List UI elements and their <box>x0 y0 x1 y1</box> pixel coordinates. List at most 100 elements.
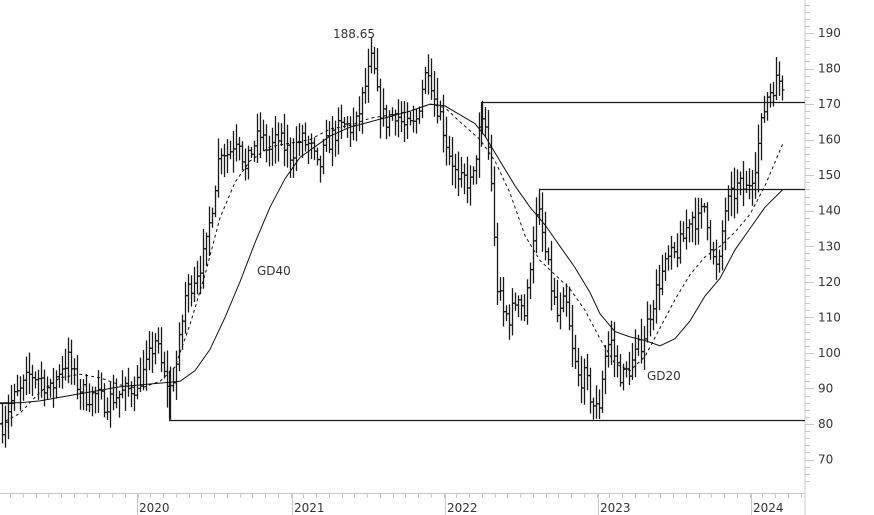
ohlc-bar <box>249 146 254 158</box>
ohlc-bar <box>747 168 752 200</box>
ohlc-bar <box>243 148 248 181</box>
ohlc-bar <box>615 345 620 378</box>
y-tick-label: 180 <box>818 62 841 76</box>
support-resistance-lines <box>0 101 805 422</box>
ohlc-bar <box>276 122 281 162</box>
ohlc-bar <box>366 48 371 103</box>
ohlc-bar <box>132 376 137 412</box>
ohlc-bar <box>195 260 200 295</box>
ohlc-bar <box>471 166 476 185</box>
ohlc-bar <box>273 116 278 164</box>
x-tick-label: 2024 <box>753 501 784 515</box>
ohlc-bar <box>642 326 647 370</box>
ohlc-bar <box>453 153 458 189</box>
ohlc-bar <box>774 57 779 101</box>
ohlc-bar <box>27 352 32 395</box>
ohlc-bar <box>627 351 632 386</box>
ohlc-bar <box>396 99 401 138</box>
ohlc-bar <box>285 124 290 168</box>
ohlc-bar <box>684 209 689 250</box>
ohlc-bar <box>438 100 443 121</box>
moving-averages <box>0 103 784 425</box>
ohlc-bar <box>432 71 437 117</box>
ohlc-bar <box>237 136 242 161</box>
ohlc-bar <box>729 171 734 217</box>
annotations: 188.65 GD40 GD20 <box>257 27 681 383</box>
ohlc-bar <box>657 264 662 310</box>
ohlc-bar <box>738 171 743 196</box>
ohlc-bar <box>372 46 377 75</box>
ohlc-bar <box>282 113 287 167</box>
x-tick-label: 2023 <box>600 501 631 515</box>
ohlc-bar <box>378 78 383 139</box>
ohlc-bar <box>303 122 308 152</box>
ohlc-bar <box>279 123 284 146</box>
ohlc-bar <box>492 166 497 247</box>
ohlc-bar <box>606 331 611 368</box>
ohlc-bar <box>672 242 677 259</box>
y-tick-label: 110 <box>818 310 841 324</box>
ohlc-bar <box>417 106 422 124</box>
ohlc-bar <box>726 185 731 221</box>
ohlc-bar <box>630 343 635 380</box>
ohlc-bar <box>3 405 8 448</box>
ohlc-bar <box>603 345 608 395</box>
ohlc-bar <box>12 383 17 411</box>
ohlc-bar <box>561 287 566 313</box>
y-tick-label: 140 <box>818 204 841 218</box>
ohlc-bar <box>591 397 596 420</box>
ohlc-bar <box>264 124 269 163</box>
ohlc-bar <box>219 148 224 175</box>
ohlc-bar <box>345 116 350 138</box>
ohlc-bar <box>60 355 65 389</box>
ohlc-bar <box>42 369 47 407</box>
ohlc-bar <box>408 111 413 126</box>
y-tick-label: 190 <box>818 26 841 40</box>
ohlc-bar <box>81 379 86 411</box>
ohlc-bar <box>651 300 656 331</box>
ohlc-bar <box>549 240 554 311</box>
ohlc-bar <box>63 348 68 381</box>
ohlc-bar <box>399 101 404 133</box>
ohlc-bar <box>18 376 23 411</box>
ohlc-bar <box>654 269 659 324</box>
ohlc-bar <box>711 241 716 265</box>
ohlc-bar <box>594 385 599 419</box>
ohlc-bar <box>648 304 653 337</box>
ohlc-bar <box>390 107 395 121</box>
ohlc-bar <box>255 113 260 164</box>
ohlc-bar <box>483 107 488 138</box>
ohlc-bar <box>522 294 527 322</box>
ohlc-bar <box>39 361 44 398</box>
ohlc-bar <box>768 83 773 108</box>
ohlc-bar <box>519 294 524 321</box>
ohlc-bar <box>72 358 77 386</box>
ohlc-bar <box>714 239 719 280</box>
ohlc-bar <box>216 138 221 198</box>
ohlc-bar <box>612 321 617 378</box>
y-axis: 70 80 90 100 110 120 130 140 150 160 170 180 190 <box>800 0 841 515</box>
ohlc-bar <box>759 113 764 161</box>
ohlc-bar <box>558 292 563 330</box>
ohlc-bar <box>696 197 701 245</box>
ohlc-bar <box>135 365 140 400</box>
ohlc-bar <box>429 58 434 100</box>
ohlc-bar <box>267 135 272 167</box>
ohlc-bar <box>456 151 461 197</box>
y-tick-label: 120 <box>818 275 841 289</box>
x-axis: 2020 2021 2022 2023 2024 <box>0 493 805 515</box>
ohlc-bars <box>0 37 785 448</box>
ohlc-bar <box>582 358 587 405</box>
ohlc-bar <box>534 197 539 254</box>
y-tick-label: 170 <box>818 97 841 111</box>
ohlc-bar <box>123 376 128 411</box>
ohlc-bar <box>288 137 293 178</box>
ohlc-bar <box>315 147 320 166</box>
ohlc-bar <box>705 202 710 241</box>
ohlc-bar <box>765 92 770 121</box>
ohlc-bar <box>222 143 227 177</box>
ohlc-bar <box>189 275 194 307</box>
ohlc-bar <box>687 219 692 243</box>
ohlc-bar <box>681 221 686 243</box>
ohlc-bar <box>330 116 335 167</box>
